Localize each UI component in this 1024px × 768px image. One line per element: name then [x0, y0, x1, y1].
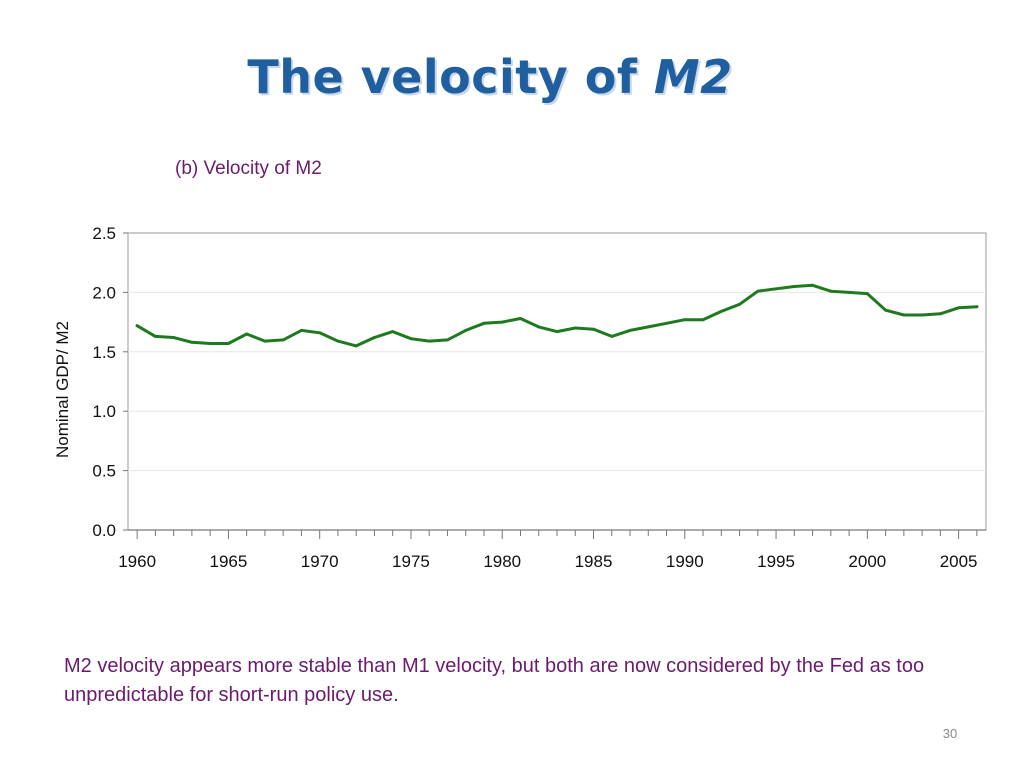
data-point: [446, 338, 449, 342]
data-point: [519, 317, 522, 320]
data-point: [318, 331, 322, 335]
data-point: [884, 308, 887, 312]
data-point: [172, 336, 176, 339]
data-point: [738, 302, 741, 306]
data-point: [665, 321, 668, 325]
chart-subtitle: (b) Velocity of M2: [175, 158, 322, 179]
data-point: [500, 320, 504, 324]
x-tick-label: 1985: [575, 552, 613, 571]
data-point: [811, 283, 814, 287]
data-point: [829, 289, 833, 293]
data-point: [391, 330, 395, 333]
data-point: [683, 318, 687, 322]
data-point: [573, 326, 577, 330]
x-tick-label: 1980: [483, 552, 521, 571]
data-point: [336, 339, 340, 343]
data-point: [245, 332, 249, 336]
data-point: [957, 306, 960, 310]
x-tick-label: 1975: [392, 552, 430, 571]
data-point: [920, 313, 924, 317]
x-tick-label: 1990: [666, 552, 704, 571]
x-tick-label: 1965: [209, 552, 247, 571]
y-tick-label: 2.0: [92, 283, 116, 302]
x-tick-label: 1960: [118, 552, 156, 571]
slide-number: 30: [942, 726, 958, 741]
data-point: [135, 324, 139, 328]
data-point: [464, 329, 468, 332]
data-point: [427, 339, 431, 343]
data-point: [482, 321, 486, 325]
x-tick-label: 2000: [848, 552, 886, 571]
plot-area: [127, 232, 987, 531]
data-point: [774, 287, 778, 291]
x-tick-label: 2005: [940, 552, 978, 571]
y-tick-label: 0.5: [92, 462, 116, 481]
data-point: [847, 291, 851, 294]
y-tick-label: 2.5: [92, 224, 116, 243]
data-point: [719, 310, 723, 313]
data-point: [610, 335, 614, 338]
data-point: [646, 325, 650, 329]
title-text: The velocity of: [247, 50, 654, 104]
y-tick-label: 1.0: [92, 402, 116, 421]
data-point: [756, 289, 760, 293]
data-point: [281, 338, 285, 342]
data-point: [902, 313, 906, 317]
slide-caption: M2 velocity appears more stable than M1 …: [64, 655, 925, 706]
slide-title: The velocity of M2: [0, 50, 980, 104]
y-tick-label: 1.5: [92, 343, 116, 362]
data-point: [865, 292, 869, 295]
data-point: [354, 344, 358, 348]
data-point: [154, 335, 157, 338]
x-tick-label: 1995: [757, 552, 795, 571]
data-point: [300, 329, 303, 332]
data-point: [555, 330, 559, 333]
data-point: [592, 327, 595, 331]
data-point: [628, 329, 632, 332]
data-point: [373, 336, 376, 339]
data-point: [701, 318, 705, 322]
data-point: [208, 342, 212, 345]
data-point: [537, 325, 541, 329]
data-point: [190, 340, 194, 344]
y-axis-title: Nominal GDP/ M2: [53, 321, 72, 458]
data-point: [792, 285, 796, 288]
x-tick-label: 1970: [301, 552, 339, 571]
y-tick-label: 0.0: [92, 521, 116, 540]
velocity-chart: 0.0 0.5 1.0 1.5 2.0 2.5 1960 1965 1970 1975 1980 19…: [53, 224, 987, 571]
data-point: [975, 305, 979, 309]
data-point: [939, 312, 942, 316]
data-point: [227, 342, 230, 345]
data-point: [409, 337, 413, 341]
data-point: [263, 339, 267, 343]
title-italic-text: M2: [653, 50, 733, 104]
